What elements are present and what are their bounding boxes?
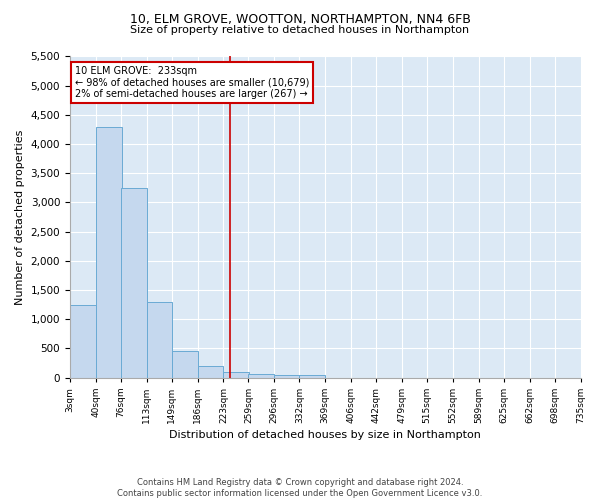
Bar [96, 126, 122, 378]
Text: Size of property relative to detached houses in Northampton: Size of property relative to detached ho… [130, 25, 470, 35]
Bar [248, 374, 274, 378]
Bar [70, 304, 96, 378]
Bar [274, 374, 300, 378]
Text: Contains HM Land Registry data © Crown copyright and database right 2024.
Contai: Contains HM Land Registry data © Crown c… [118, 478, 482, 498]
Bar [172, 352, 197, 378]
Text: 10, ELM GROVE, WOOTTON, NORTHAMPTON, NN4 6FB: 10, ELM GROVE, WOOTTON, NORTHAMPTON, NN4… [130, 12, 470, 26]
Bar [299, 374, 325, 378]
Bar [146, 302, 172, 378]
Bar [121, 188, 146, 378]
X-axis label: Distribution of detached houses by size in Northampton: Distribution of detached houses by size … [169, 430, 481, 440]
Y-axis label: Number of detached properties: Number of detached properties [15, 130, 25, 305]
Text: 10 ELM GROVE:  233sqm
← 98% of detached houses are smaller (10,679)
2% of semi-d: 10 ELM GROVE: 233sqm ← 98% of detached h… [75, 66, 310, 100]
Bar [223, 372, 249, 378]
Bar [197, 366, 223, 378]
